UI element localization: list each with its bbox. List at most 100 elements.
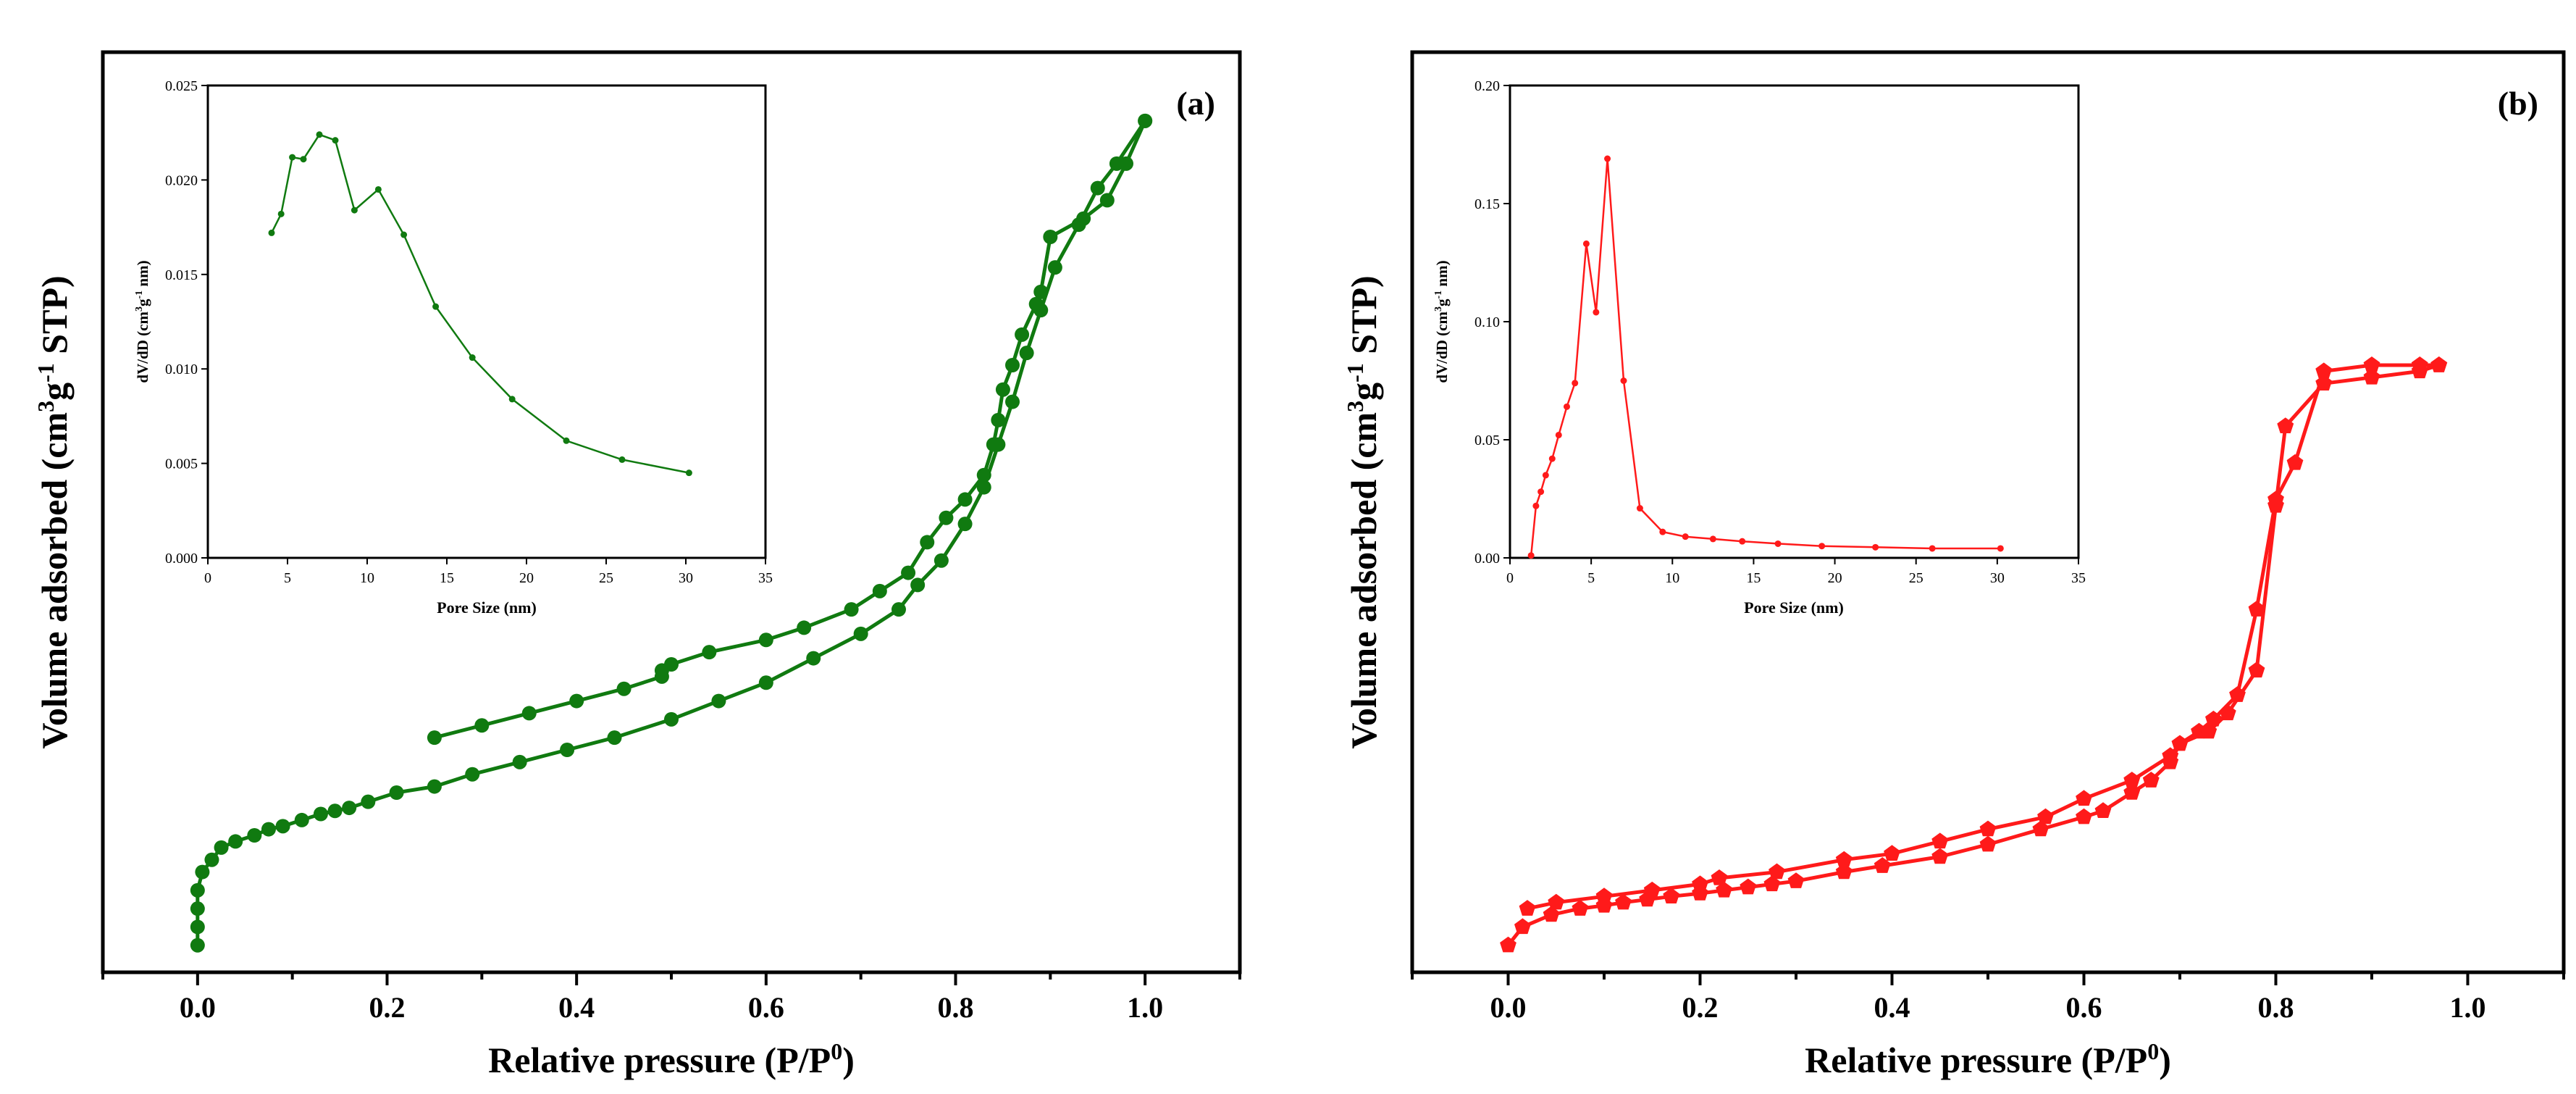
adsorption-point [1835, 863, 1853, 880]
desorption-point [2219, 704, 2236, 721]
panel-a-inset-frame [206, 84, 767, 559]
desorption-point [2200, 722, 2218, 739]
adsorption-point [910, 577, 926, 593]
inset-y-tick-label: 0.00 [1474, 551, 1500, 567]
adsorption-point [1019, 346, 1034, 361]
inset-b-x-tick-labels: 0 5 10 15 20 25 30 35 [1506, 570, 2086, 586]
desorption-point [844, 602, 859, 617]
inset-x-tick-label: 25 [599, 570, 613, 586]
inset-y-tick-label: 0.010 [165, 362, 198, 377]
desorption-point [1769, 863, 1785, 880]
adsorption-point [1572, 900, 1589, 916]
adsorption-point [664, 711, 679, 727]
adsorption-point [1716, 881, 1732, 898]
desorption-point [2267, 496, 2284, 513]
panel-b: 0.0 0.2 0.4 0.6 0.8 1.0 Relative pressure (P/… [1342, 50, 2566, 1080]
adsorption-point [2248, 601, 2265, 617]
x-tick-label: 0.4 [1874, 991, 1910, 1024]
inset-point [469, 354, 476, 362]
panel-a-x-axis-label: Relative pressure (P/P0) [488, 1038, 855, 1080]
adsorption-point [1931, 848, 1949, 864]
desorption-point [1015, 327, 1030, 342]
x-tick-label: 0.8 [2258, 991, 2294, 1024]
adsorption-point [891, 602, 906, 617]
adsorption-point [427, 779, 442, 794]
adsorption-point [2363, 356, 2380, 372]
inset-point [1548, 455, 1556, 462]
adsorption-point [190, 938, 205, 953]
adsorption-point [560, 743, 575, 757]
desorption-point [616, 681, 632, 696]
inset-point [1604, 155, 1611, 162]
adsorption-point [327, 803, 343, 819]
inset-x-tick-label: 20 [1828, 570, 1842, 586]
adsorption-point [758, 675, 773, 690]
inset-point [1872, 543, 1879, 551]
inset-point [1682, 533, 1689, 540]
inset-point [400, 231, 408, 238]
inset-x-tick-label: 35 [2071, 570, 2086, 586]
x-tick-label: 0.0 [1490, 991, 1527, 1024]
inset-y-tick-label: 0.020 [165, 172, 198, 188]
adsorption-point [1615, 893, 1632, 910]
adsorption-point [1500, 936, 1516, 953]
x-tick-label: 1.0 [1127, 991, 1163, 1024]
desorption-point [1643, 881, 1661, 898]
inset-y-tick-label: 0.005 [165, 456, 198, 472]
x-tick-label: 0.8 [938, 991, 974, 1024]
inset-b-x-axis-label: Pore Size (nm) [1744, 598, 1844, 617]
adsorption-point [2315, 362, 2333, 379]
inset-y-tick-label: 0.05 [1474, 433, 1500, 448]
inset-line [1530, 159, 2001, 556]
desorption-point [2363, 368, 2380, 385]
inset-x-tick-label: 10 [360, 570, 374, 586]
desorption-point [939, 510, 954, 525]
inset-point [374, 185, 382, 193]
desorption-point [702, 645, 717, 660]
desorption-point [2076, 790, 2092, 806]
desorption-point [1033, 284, 1049, 299]
inset-y-tick-label: 0.15 [1474, 196, 1500, 212]
inset-point [508, 396, 516, 403]
desorption-point [2248, 661, 2265, 678]
panel-a-inset: 0 5 10 15 20 25 30 35 0.000 0.005 0.010 0.015 0.020… [134, 78, 773, 617]
inset-point [332, 137, 339, 144]
desorption-point [2171, 735, 2189, 751]
panel-b-series [1500, 356, 2448, 953]
adsorption-point [934, 553, 949, 568]
inset-b-y-tick-labels: 0.00 0.05 0.10 0.15 0.20 [1474, 78, 1500, 567]
inset-point [316, 131, 323, 138]
adsorption-point [342, 801, 357, 816]
desorption-point [957, 492, 973, 507]
inset-x-tick-label: 25 [1909, 570, 1923, 586]
inset-x-tick-label: 20 [519, 570, 534, 586]
desorption-point [2037, 808, 2054, 824]
adsorption-point [1543, 906, 1560, 922]
desorption-point [976, 467, 991, 483]
adsorption-point [190, 882, 205, 898]
desorption-point [1138, 113, 1153, 128]
inset-point [1537, 488, 1545, 496]
inset-point [1555, 431, 1562, 438]
x-tick-label: 0.4 [558, 991, 595, 1024]
desorption-point [1548, 893, 1565, 910]
desorption-point [2162, 747, 2179, 764]
desorption-point [2277, 417, 2294, 433]
panel-b-x-ticks [1411, 972, 2565, 985]
inset-a-y-axis-label: dV/dD (cm3g-1 nm) [134, 260, 151, 383]
desorption-point [1692, 875, 1708, 892]
inset-x-tick-label: 30 [1990, 570, 2005, 586]
adsorption-point [1874, 857, 1891, 873]
desorption-point [1835, 851, 1853, 867]
adsorption-point [195, 864, 210, 880]
desorption-point [2123, 772, 2141, 788]
inset-point [685, 469, 692, 477]
adsorption-point [2032, 820, 2050, 837]
inset-point [432, 303, 440, 310]
inset-x-tick-label: 15 [1746, 570, 1761, 586]
adsorption-line [1506, 363, 2439, 947]
desorption-point [797, 620, 812, 635]
panel-b-inset: 0 5 10 15 20 25 30 35 0.00 0.05 0.10 0.15 0.20 Pore… [1433, 78, 2086, 617]
desorption-point [1711, 869, 1728, 885]
